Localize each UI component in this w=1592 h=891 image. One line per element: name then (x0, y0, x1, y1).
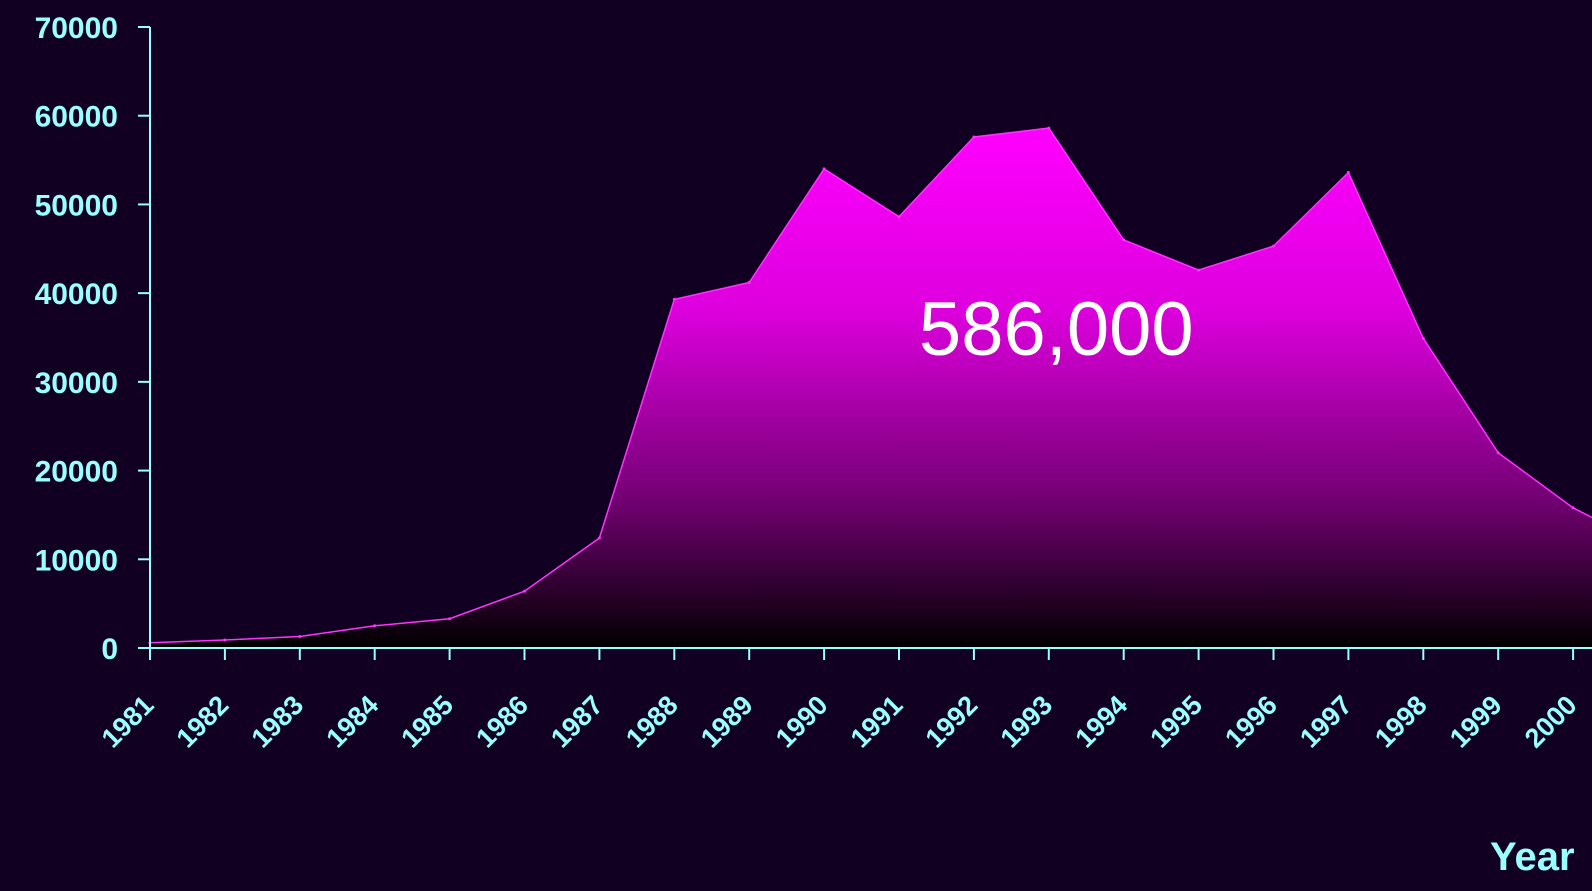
data-point (373, 624, 377, 628)
data-point (1047, 126, 1051, 130)
y-tick-label: 60000 (35, 101, 118, 134)
data-point (897, 215, 901, 219)
data-point (1272, 244, 1275, 248)
y-tick-label: 20000 (35, 456, 118, 489)
data-point (1346, 171, 1350, 174)
total-annotation: 586,000 (919, 287, 1194, 372)
data-point (1421, 336, 1425, 340)
y-tick-label: 30000 (35, 367, 118, 400)
y-tick-label: 70000 (35, 12, 118, 45)
area-series-0 (150, 128, 1592, 648)
data-point (1197, 268, 1201, 272)
data-point (298, 635, 302, 638)
data-point (597, 536, 601, 540)
data-point (1496, 451, 1500, 455)
y-tick-label: 0 (101, 633, 118, 666)
y-tick-label: 10000 (35, 544, 118, 577)
data-point (1571, 506, 1575, 510)
y-tick-label: 40000 (35, 278, 118, 311)
data-point (672, 297, 676, 301)
data-point (523, 589, 526, 593)
y-tick-label: 50000 (35, 189, 118, 222)
data-point (448, 617, 452, 621)
x-axis-title: Year (1490, 835, 1575, 879)
data-point (223, 638, 227, 642)
data-point (822, 167, 826, 171)
data-point (747, 281, 751, 284)
data-point (1122, 238, 1126, 242)
data-point (972, 135, 976, 139)
